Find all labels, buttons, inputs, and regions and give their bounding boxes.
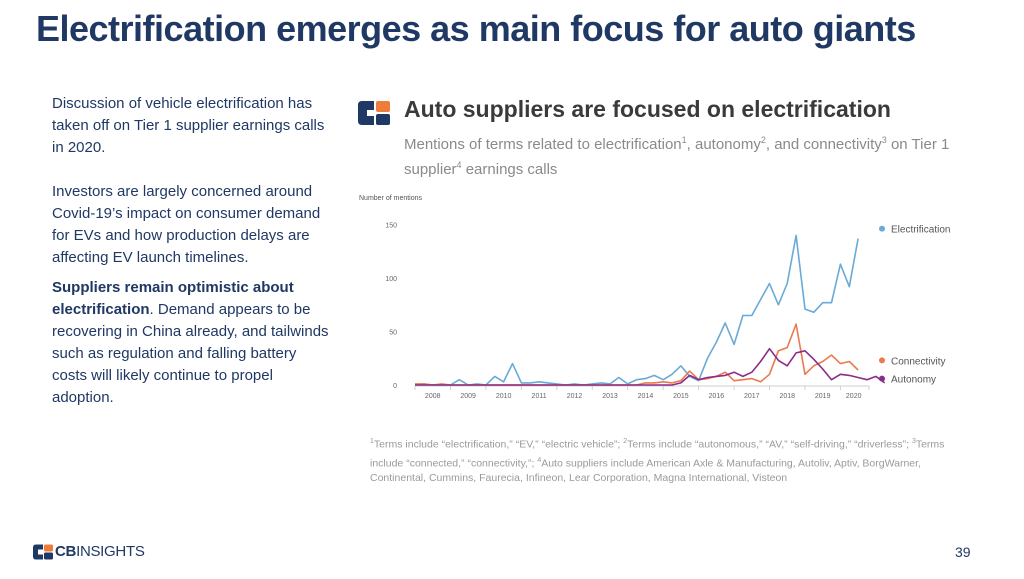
legend-label-electrification: Electrification	[891, 225, 950, 236]
legend-label-connectivity: Connectivity	[891, 356, 945, 367]
chart-subtitle-part: , and connectivity	[765, 136, 882, 153]
paragraph-2: Investors are largely concerned around C…	[52, 183, 321, 266]
brand-bold: CB	[55, 543, 77, 560]
x-tick-label: 2011	[532, 393, 547, 400]
page-number: 39	[955, 544, 971, 560]
chart-title: Auto suppliers are focused on electrific…	[404, 96, 891, 122]
chart-subtitle-part: Mentions of terms related to electrifica…	[404, 136, 682, 153]
footnote-mark: 3	[911, 438, 916, 445]
x-tick-label: 2012	[567, 393, 583, 400]
x-tick-label: 2009	[460, 393, 476, 400]
x-tick-label: 2016	[709, 393, 725, 400]
footnote-ref-1: 1	[681, 135, 687, 145]
x-tick-label: 2020	[846, 393, 862, 400]
y-tick-label: 0	[393, 383, 397, 390]
footnote-text: Auto suppliers include American Axle & M…	[370, 457, 921, 484]
footnote-text: Terms include “connected,” “connectivity…	[370, 438, 945, 470]
x-tick-label: 2013	[602, 393, 618, 400]
legend-dot-electrification	[879, 225, 885, 232]
brand-thin: INSIGHTS	[76, 543, 145, 560]
series-line-autonomy	[415, 347, 886, 386]
series-line-electrification	[414, 234, 859, 386]
legend-dot-connectivity	[879, 357, 885, 364]
brand-name: CBINSIGHTS	[55, 543, 145, 560]
x-tick-label: 2008	[425, 393, 441, 400]
cbinsights-logo-icon	[358, 101, 390, 125]
footnote-text: Terms include “autonomous,” “AV,” “self-…	[627, 438, 912, 451]
footnote-mark: 2	[623, 438, 628, 445]
footnote-ref-2: 2	[760, 135, 766, 145]
footnote: 1Terms include “electrification,” “EV,” …	[370, 434, 970, 486]
legend-dot-autonomy	[879, 375, 885, 382]
y-tick-label: 50	[389, 330, 397, 337]
footnote-mark: 1	[370, 438, 374, 445]
y-axis-label: Number of mentions	[359, 195, 423, 202]
chart-subtitle-part: earnings calls	[461, 161, 558, 178]
x-tick-label: 2019	[815, 393, 831, 400]
x-tick-label: 2014	[638, 393, 654, 400]
paragraph-1: Discussion of vehicle electrification ha…	[52, 95, 325, 156]
footnote-ref-3: 3	[881, 135, 887, 145]
chart-subtitle-part: , autonomy	[686, 136, 761, 153]
legend-label-autonomy: Autonomy	[891, 375, 936, 386]
x-tick-label: 2018	[779, 393, 795, 400]
y-tick-label: 150	[385, 223, 397, 230]
footnote-ref-4: 4	[456, 160, 462, 170]
x-tick-label: 2017	[744, 393, 760, 400]
brand-logo-icon	[33, 544, 53, 560]
footnote-mark: 4	[537, 456, 542, 464]
line-chart: Number of mentions 0 50 100 150 2008 2009 2010 2…	[359, 195, 950, 400]
chart-subtitle: Mentions of terms related to electrifica…	[404, 130, 964, 180]
y-tick-label: 100	[385, 276, 397, 283]
footnote-text: Terms include “electrification,” “EV,” “…	[373, 438, 624, 451]
x-tick-label: 2015	[673, 393, 689, 400]
series-line-connectivity	[415, 323, 859, 386]
chart-subtitle-part: on Tier 1 supplier	[404, 136, 950, 178]
paragraph-3: Suppliers remain optimistic about electr…	[52, 277, 334, 409]
slide-title: Electrification emerges as main focus fo…	[36, 8, 916, 49]
body-text: Discussion of vehicle electrification ha…	[52, 93, 334, 431]
paragraph-3-rest: . Demand appears to be recovering in Chi…	[52, 301, 329, 406]
paragraph-3-bold: Suppliers remain optimistic about electr…	[52, 279, 294, 318]
x-tick-label: 2010	[496, 393, 512, 400]
